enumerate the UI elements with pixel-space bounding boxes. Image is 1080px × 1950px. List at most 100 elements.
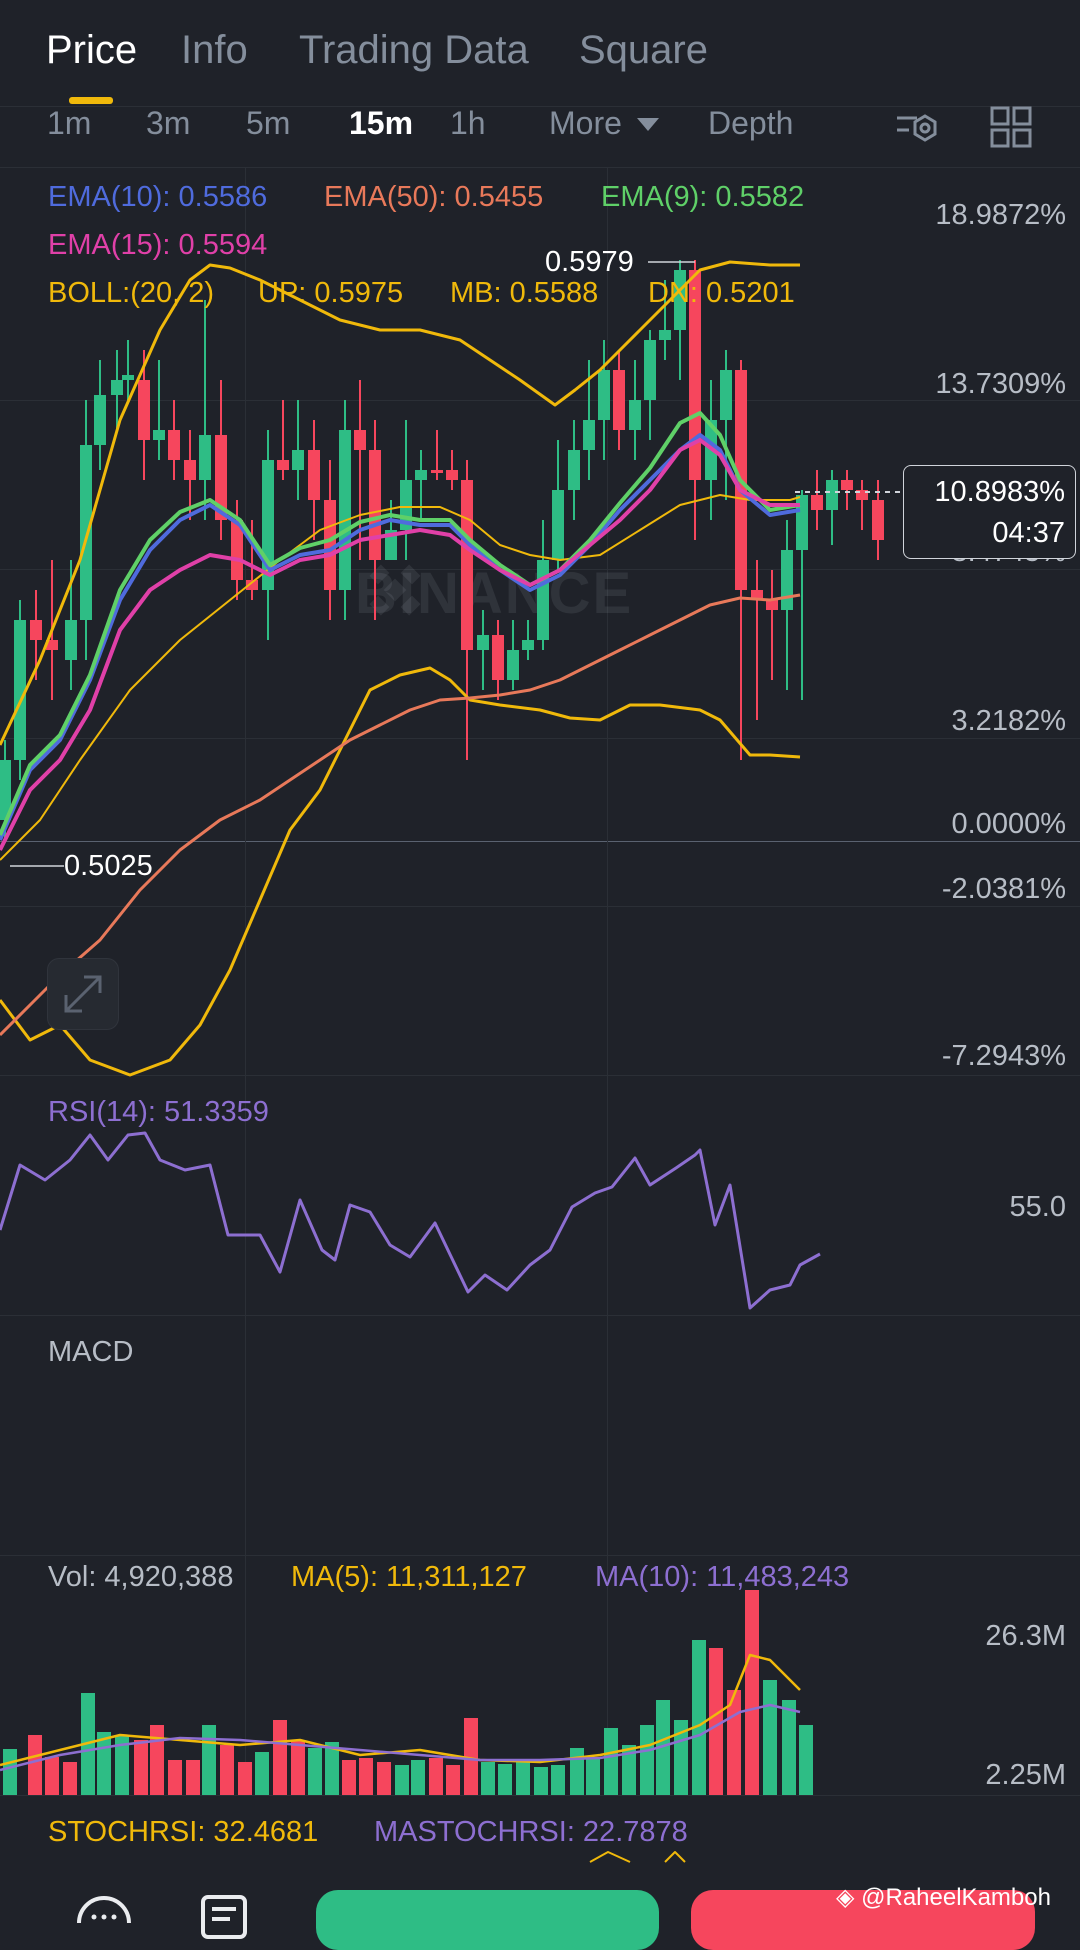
creator-credit-text: @RaheelKamboh (861, 1884, 1051, 1911)
candle-body (246, 580, 258, 590)
tab-square[interactable]: Square (579, 28, 708, 72)
buy-button[interactable] (316, 1890, 659, 1950)
orders-icon[interactable] (200, 1894, 248, 1939)
boll-up-legend: UP: 0.5975 (258, 277, 404, 309)
candle-body (111, 380, 123, 395)
candle-body (0, 760, 11, 820)
candle-body (477, 635, 489, 650)
volume-bar (220, 1745, 234, 1795)
pane-divider (0, 1315, 1080, 1316)
pane-divider (0, 1555, 1080, 1556)
candle-body (644, 340, 656, 400)
tab-trading-data[interactable]: Trading Data (299, 28, 529, 72)
rsi-line (0, 1131, 821, 1310)
ema50-line (0, 593, 801, 1037)
interval-5m[interactable]: 5m (246, 105, 291, 141)
interval-3m[interactable]: 3m (146, 105, 191, 141)
candle-body (461, 480, 473, 650)
volume-bar (186, 1760, 200, 1795)
price-axis-label: 0.0000% (951, 808, 1067, 840)
gridline (0, 738, 1080, 739)
candle-body (613, 370, 625, 430)
volume-axis-top: 26.3M (985, 1620, 1066, 1652)
price-axis-label: -7.2943% (941, 1040, 1066, 1072)
volume-bar (273, 1720, 287, 1795)
tab-info[interactable]: Info (181, 28, 248, 72)
volume-bar (45, 1757, 59, 1795)
candle-body (46, 640, 58, 650)
candle-body (324, 500, 336, 590)
candle-countdown: 04:37 (992, 517, 1065, 549)
volume-bar (134, 1740, 148, 1795)
low-price-marker: 0.5025 (64, 850, 153, 882)
rsi-axis-label: 55.0 (1009, 1191, 1066, 1223)
indicator-settings-icon[interactable] (895, 108, 943, 148)
volume-bar (308, 1748, 322, 1795)
caret-down-icon (636, 118, 659, 131)
mastochrsi-legend: MASTOCHRSI: 22.7878 (374, 1816, 688, 1848)
gridline (0, 906, 1080, 907)
vertical-gridline (245, 168, 246, 1795)
volume-bar (570, 1748, 584, 1795)
candle-body (385, 530, 397, 560)
fullscreen-button[interactable] (47, 958, 119, 1030)
gridline (0, 400, 1080, 401)
volume-bar (604, 1728, 618, 1795)
layout-grid-icon[interactable] (990, 106, 1032, 148)
candle-body (122, 375, 134, 380)
interval-1m[interactable]: 1m (47, 105, 92, 141)
volume-bar (745, 1590, 759, 1795)
current-price-tag[interactable]: 10.8983% 04:37 (903, 465, 1076, 559)
volume-legend: Vol: 4,920,388 (48, 1561, 234, 1593)
volume-bar (411, 1760, 425, 1795)
candle-body (689, 270, 701, 480)
candle-body (168, 430, 180, 460)
volume-bar (464, 1718, 478, 1795)
candle-body (720, 370, 732, 420)
interval-1h[interactable]: 1h (450, 105, 486, 141)
volume-ma5-legend: MA(5): 11,311,127 (291, 1561, 527, 1593)
more-intervals-button[interactable]: More (549, 105, 659, 142)
active-tab-indicator (69, 97, 113, 104)
candle-body (537, 560, 549, 640)
candle-body (80, 445, 92, 620)
candle-body (841, 480, 853, 490)
volume-bar (28, 1735, 42, 1795)
volume-bar (799, 1725, 813, 1795)
tab-price[interactable]: Price (46, 28, 138, 72)
candle-body (138, 380, 150, 440)
volume-bar (516, 1760, 530, 1795)
candle-body (308, 450, 320, 500)
chat-icon[interactable] (76, 1893, 132, 1924)
pane-divider (0, 1795, 1080, 1796)
candle-body (354, 430, 366, 450)
rsi-legend: RSI(14): 51.3359 (48, 1096, 269, 1128)
vertical-gridline (607, 168, 608, 1795)
volume-bar (551, 1765, 565, 1795)
volume-ma10-legend: MA(10): 11,483,243 (595, 1561, 850, 1593)
volume-bar (429, 1758, 443, 1795)
ema50-legend: EMA(50): 0.5455 (324, 181, 544, 213)
candle-body (552, 490, 564, 560)
macd-legend: MACD (48, 1336, 134, 1368)
volume-bar (446, 1765, 460, 1795)
interval-15m[interactable]: 15m (349, 105, 414, 141)
candle-body (339, 430, 351, 590)
depth-button[interactable]: Depth (708, 105, 794, 141)
interval-divider (0, 167, 1080, 168)
ema9-legend: EMA(9): 0.5582 (601, 181, 805, 213)
volume-bar (498, 1764, 512, 1795)
watermark: BINANCE (355, 561, 634, 626)
volume-bar (481, 1762, 495, 1795)
ema15-line (0, 438, 800, 851)
stochrsi-line (664, 1851, 686, 1863)
boll-middle-line (0, 494, 801, 861)
candle-body (153, 430, 165, 440)
candle-body (231, 520, 243, 580)
volume-bar (692, 1640, 706, 1795)
volume-bar (377, 1762, 391, 1795)
volume-bar (63, 1762, 77, 1795)
candle-body (277, 460, 289, 470)
candle-body (507, 650, 519, 680)
